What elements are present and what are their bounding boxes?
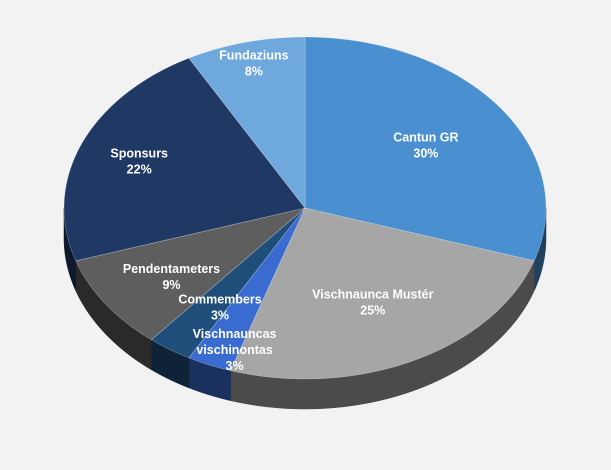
pie-top-slices: [63, 36, 547, 380]
slice-label-sponsurs: Sponsurs 22%: [110, 146, 168, 176]
slice-label-cantun-gr: Cantun GR 30%: [393, 131, 458, 161]
pie-slice-fundaziuns: [188, 36, 306, 209]
pie-slice-commembers: [150, 207, 306, 359]
slice-name-text: Cantun GR: [393, 131, 458, 145]
pie-side-sponsurs: [63, 207, 77, 291]
pie-slice-vischnaunca-muster: [230, 207, 535, 380]
pie-labels: Cantun GR 30%Vischnaunca Mustér 25%Vischna…: [110, 49, 458, 373]
slice-value-text: 3%: [211, 309, 229, 323]
slice-name-text: Commembers: [178, 293, 261, 307]
slice-value-text: 8%: [245, 65, 263, 79]
slice-value-text: 25%: [360, 304, 385, 318]
slice-label-fundaziuns: Fundaziuns 8%: [219, 49, 288, 79]
pie-slice-cantun-gr: [304, 36, 547, 262]
slice-value-text: 30%: [413, 147, 438, 161]
slice-value-text: 9%: [162, 278, 180, 292]
slice-value-text: 3%: [226, 359, 244, 373]
slice-name-text: Pendentameters: [123, 262, 220, 276]
pie-slice-pendentameters: [75, 207, 306, 341]
slice-label-vischnaunca-muster: Vischnaunca Mustér 25%: [312, 288, 433, 318]
slice-name-text: Fundaziuns: [219, 49, 288, 63]
slice-label-commembers: Commembers 3%: [178, 293, 261, 323]
pie-slice-vischnauncas-vischinontas: [188, 207, 306, 371]
slice-name-text: Vischnaunca Mustér: [312, 288, 433, 302]
slice-name-text: Vischnauncas: [193, 327, 277, 341]
slice-value-text: 22%: [127, 162, 152, 176]
slice-name-text: vischinontas: [196, 343, 272, 357]
pie-side-walls: [63, 207, 547, 410]
pie-slice-sponsurs: [63, 57, 306, 262]
slice-label-vischnauncas-vischinontas: Vischnauncas vischinontas 3%: [193, 327, 277, 373]
slice-label-pendentameters: Pendentameters 9%: [123, 262, 220, 292]
slice-name-text: Sponsurs: [110, 146, 168, 160]
